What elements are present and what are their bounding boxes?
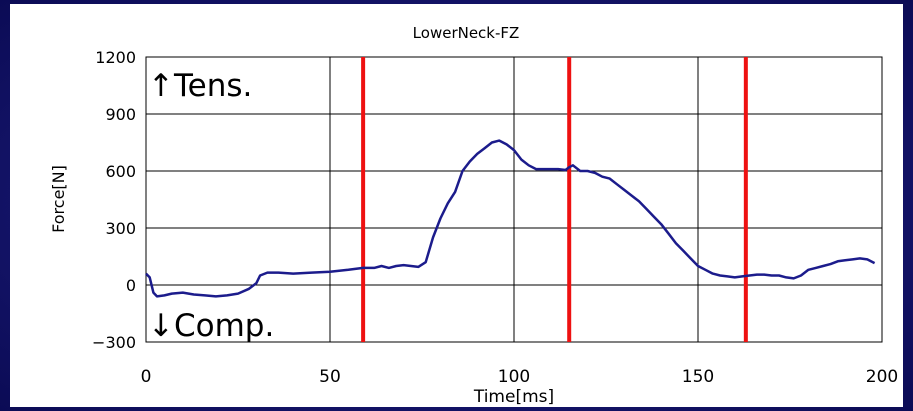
x-tick-label-4: 200 [866,367,898,387]
red-marker-lines [361,57,748,342]
y-tick-label-4: 900 [105,105,136,124]
y-tick-label-3: 600 [105,162,136,181]
x-tick-label-2: 100 [498,367,530,387]
y-tick-label-0: −300 [92,333,136,352]
chart-title: LowerNeck-FZ [413,24,520,42]
y-axis-label: Force[N] [49,165,68,233]
x-tick-label-0: 0 [141,367,152,387]
tension-annotation: ↑Tens. [148,68,252,104]
x-tick-labels: 0 50 100 150 200 [141,367,899,387]
series-line [145,139,876,298]
grid-lines [146,57,882,342]
y-tick-label-1: 0 [126,276,136,295]
line-chart: LowerNeck-FZ −300 0 300 600 900 1200 0 50 100 15… [49,24,899,407]
y-tick-label-5: 1200 [95,48,136,67]
compression-annotation: ↓Comp. [148,308,274,344]
x-axis-label: Time[ms] [473,387,554,407]
y-tick-labels: −300 0 300 600 900 1200 [92,48,136,352]
plot-area-border [145,56,883,343]
x-tick-label-1: 50 [319,367,341,387]
x-tick-label-3: 150 [682,367,714,387]
y-tick-label-2: 300 [105,219,136,238]
chart-panel: LowerNeck-FZ −300 0 300 600 900 1200 0 50 100 15… [10,4,903,407]
